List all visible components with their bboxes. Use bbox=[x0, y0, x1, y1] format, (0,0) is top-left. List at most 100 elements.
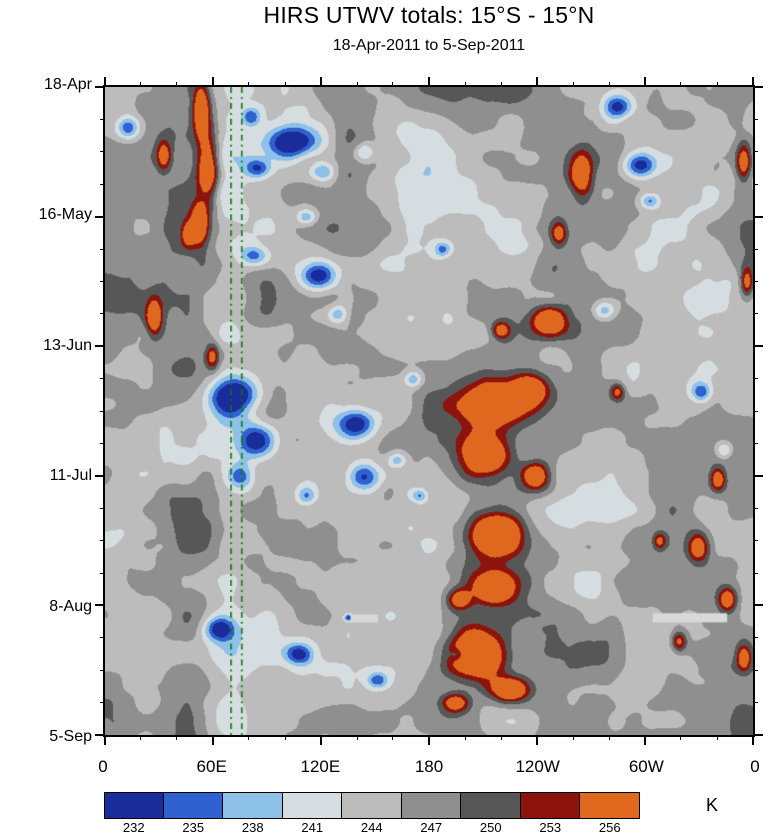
y-major-tick bbox=[95, 345, 105, 348]
y-major-tick bbox=[95, 604, 105, 607]
x-minor-tick bbox=[572, 82, 574, 87]
y-minor-tick bbox=[100, 378, 105, 380]
colorbar-cell bbox=[401, 792, 461, 819]
colorbar-tick-label: 253 bbox=[539, 820, 562, 834]
x-major-tick bbox=[104, 735, 106, 745]
y-minor-tick bbox=[100, 702, 105, 704]
x-minor-tick bbox=[680, 82, 682, 87]
colorbar-tick-label: 241 bbox=[301, 820, 324, 834]
colorbar bbox=[104, 792, 640, 819]
colorbar-tick-label: 244 bbox=[360, 820, 383, 834]
y-minor-tick bbox=[753, 507, 758, 509]
colorbar-tick-label: 235 bbox=[182, 820, 205, 834]
y-major-tick bbox=[753, 86, 763, 88]
y-minor-tick bbox=[100, 669, 105, 671]
colorbar-tick-label: 232 bbox=[122, 820, 145, 834]
x-minor-tick bbox=[356, 82, 358, 87]
x-tick-label: 120E bbox=[300, 757, 341, 776]
x-minor-tick bbox=[464, 735, 466, 740]
colorbar-cell bbox=[520, 792, 580, 819]
x-major-tick bbox=[104, 77, 106, 87]
y-minor-tick bbox=[100, 410, 105, 412]
x-tick-label: 60W bbox=[628, 757, 664, 776]
y-minor-tick bbox=[753, 702, 758, 704]
y-minor-tick bbox=[753, 118, 758, 120]
x-minor-tick bbox=[284, 82, 286, 87]
x-minor-tick bbox=[284, 735, 286, 740]
x-tick-label: 0 bbox=[750, 757, 760, 776]
x-minor-tick bbox=[716, 82, 718, 87]
x-minor-tick bbox=[500, 735, 502, 740]
x-tick-label: 60E bbox=[196, 757, 227, 776]
x-major-tick bbox=[211, 735, 214, 745]
y-major-tick bbox=[95, 734, 105, 736]
x-major-tick bbox=[644, 735, 646, 745]
colorbar-cell bbox=[342, 792, 402, 819]
y-minor-tick bbox=[100, 151, 105, 153]
y-minor-tick bbox=[100, 637, 105, 639]
x-minor-tick bbox=[140, 82, 142, 87]
x-minor-tick bbox=[608, 82, 610, 87]
x-minor-tick bbox=[500, 82, 502, 87]
colorbar-cell bbox=[282, 792, 342, 819]
y-minor-tick bbox=[753, 669, 758, 671]
x-tick-label: 0 bbox=[98, 757, 108, 776]
y-minor-tick bbox=[753, 442, 758, 444]
y-minor-tick bbox=[100, 183, 105, 185]
x-major-tick bbox=[644, 77, 646, 87]
plot-canvas bbox=[105, 87, 753, 735]
x-major-tick bbox=[211, 77, 214, 87]
plot-frame bbox=[95, 77, 763, 745]
y-minor-tick bbox=[753, 637, 758, 639]
y-minor-tick bbox=[100, 118, 105, 120]
x-major-tick bbox=[428, 735, 430, 745]
x-minor-tick bbox=[176, 82, 178, 87]
x-tick-label: 180 bbox=[414, 757, 444, 776]
y-major-tick bbox=[753, 604, 763, 607]
y-minor-tick bbox=[753, 313, 758, 315]
y-major-tick bbox=[95, 86, 105, 88]
y-tick-label: 18-Apr bbox=[43, 76, 92, 93]
y-minor-tick bbox=[100, 248, 105, 250]
y-minor-tick bbox=[100, 540, 105, 542]
y-minor-tick bbox=[100, 313, 105, 315]
x-minor-tick bbox=[248, 82, 250, 87]
colorbar-tick-label: 238 bbox=[241, 820, 264, 834]
y-minor-tick bbox=[753, 540, 758, 542]
x-minor-tick bbox=[140, 735, 142, 740]
y-tick-label: 5-Sep bbox=[49, 728, 92, 745]
y-tick-label: 8-Aug bbox=[49, 597, 92, 615]
x-major-tick bbox=[319, 77, 322, 87]
y-minor-tick bbox=[753, 378, 758, 380]
y-minor-tick bbox=[753, 572, 758, 574]
colorbar-cell bbox=[580, 792, 640, 819]
x-major-tick bbox=[428, 77, 430, 87]
chart-subtitle: 18-Apr-2011 to 5-Sep-2011 bbox=[332, 37, 526, 54]
y-major-tick bbox=[95, 474, 105, 477]
y-major-tick bbox=[753, 734, 763, 736]
chart-title: HIRS UTWV totals: 15°S - 15°N bbox=[263, 2, 595, 28]
y-minor-tick bbox=[100, 507, 105, 509]
y-tick-label: 13-Jun bbox=[43, 336, 92, 354]
colorbar-units-label: K bbox=[706, 795, 719, 815]
colorbar-tick-label: 247 bbox=[420, 820, 443, 834]
y-minor-tick bbox=[100, 280, 105, 282]
x-minor-tick bbox=[608, 735, 610, 740]
x-tick-label: 120W bbox=[515, 757, 560, 776]
colorbar-cell bbox=[104, 792, 164, 819]
colorbar-cell bbox=[163, 792, 223, 819]
colorbar-cell bbox=[223, 792, 283, 819]
y-minor-tick bbox=[753, 280, 758, 282]
y-minor-tick bbox=[100, 572, 105, 574]
x-minor-tick bbox=[572, 735, 574, 740]
y-major-tick bbox=[753, 474, 763, 477]
x-minor-tick bbox=[356, 735, 358, 740]
colorbar-tick-label: 250 bbox=[479, 820, 502, 834]
y-minor-tick bbox=[753, 248, 758, 250]
colorbar-cell bbox=[461, 792, 521, 819]
y-major-tick bbox=[753, 215, 763, 218]
colorbar-tick-label: 256 bbox=[598, 820, 621, 834]
y-major-tick bbox=[95, 215, 105, 218]
x-minor-tick bbox=[248, 735, 250, 740]
